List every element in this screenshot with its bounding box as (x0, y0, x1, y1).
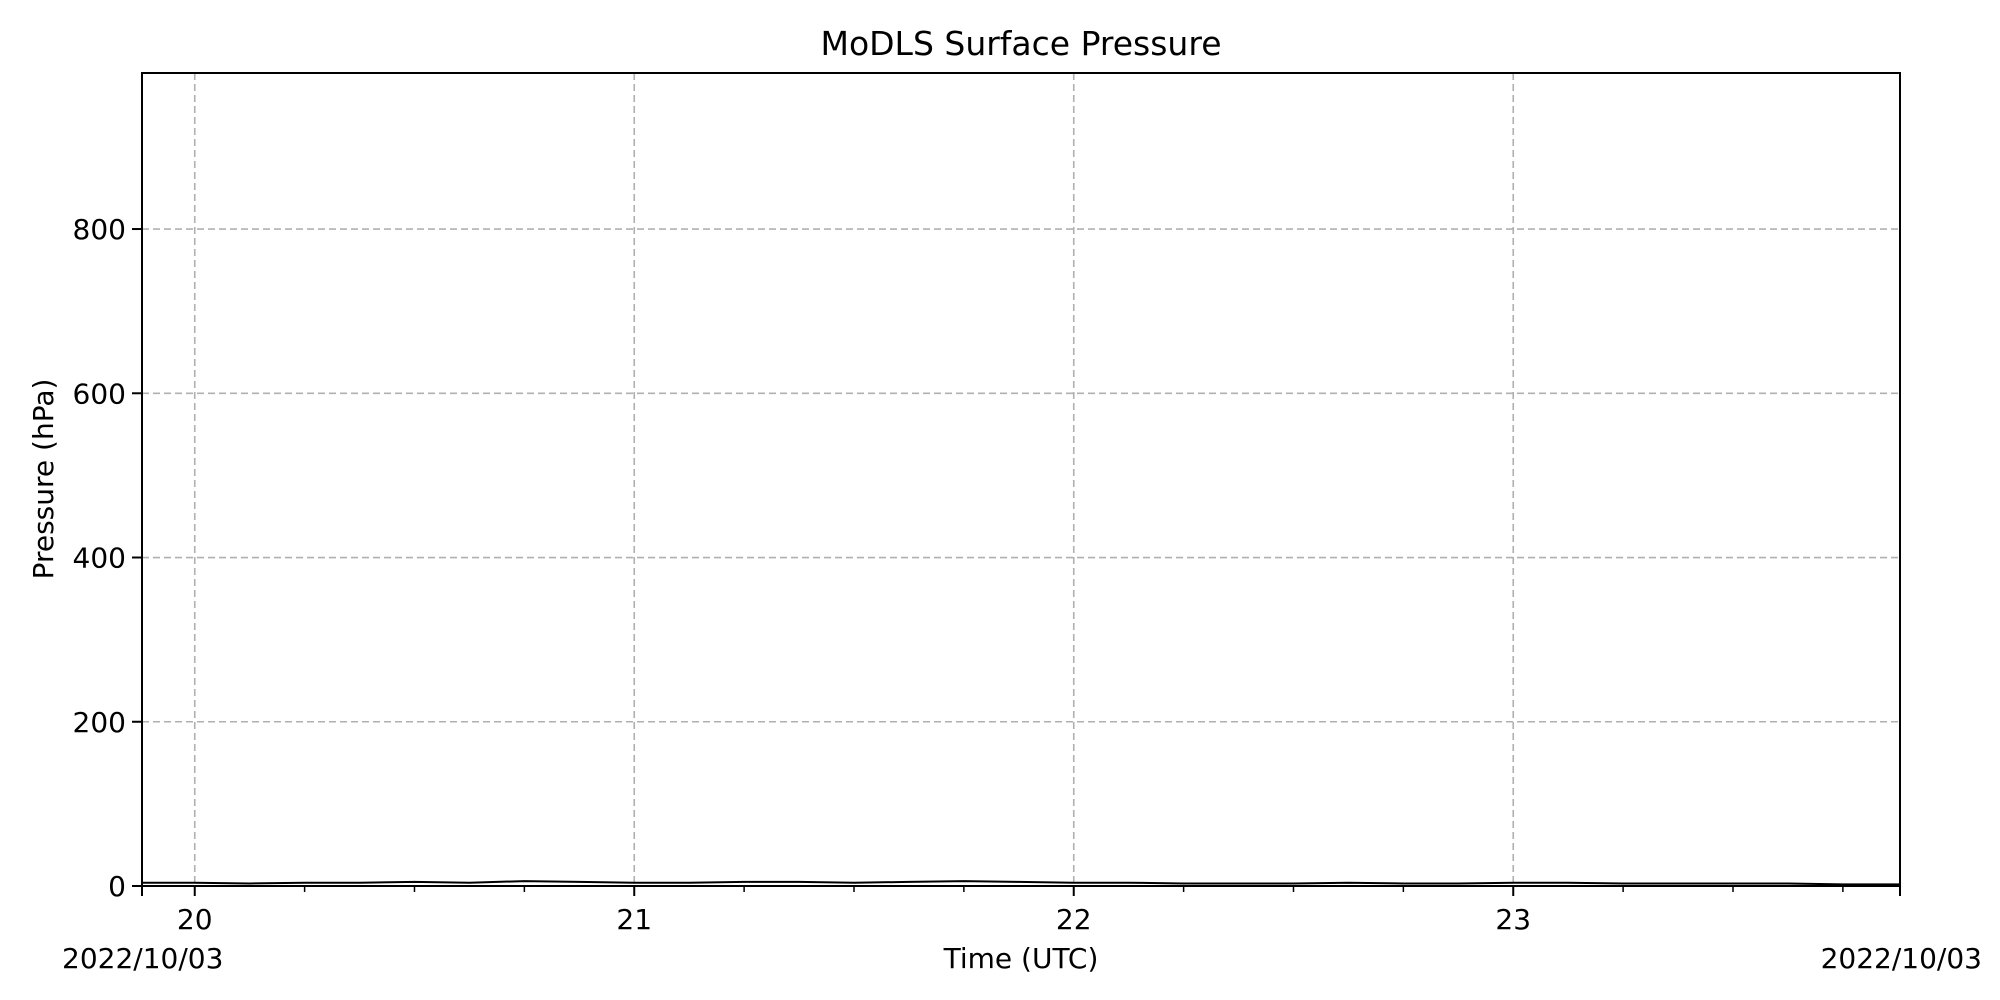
y-tick-label: 200 (73, 706, 126, 739)
y-axis-label: Pressure (hPa) (27, 379, 60, 580)
x-tick-label: 21 (616, 903, 652, 936)
tick-layer: 0 200 400 600 800 20 21 22 23 (73, 213, 1901, 936)
series-layer (142, 880, 1900, 886)
date-label-left: 2022/10/03 (62, 942, 223, 975)
x-tick-label: 22 (1056, 903, 1092, 936)
y-tick-label: 800 (73, 213, 126, 246)
chart-title: MoDLS Surface Pressure (820, 24, 1221, 63)
grid-layer (142, 73, 1900, 886)
y-tick-label: 0 (108, 870, 126, 903)
x-tick-label: 23 (1495, 903, 1531, 936)
date-label-right: 2022/10/03 (1821, 942, 1982, 975)
series-line (142, 880, 1900, 886)
y-tick-label: 400 (73, 542, 126, 575)
x-tick-label: 20 (177, 903, 213, 936)
x-axis-label: Time (UTC) (943, 942, 1099, 975)
plot-frame (141, 72, 1901, 887)
y-tick-label: 600 (73, 377, 126, 410)
